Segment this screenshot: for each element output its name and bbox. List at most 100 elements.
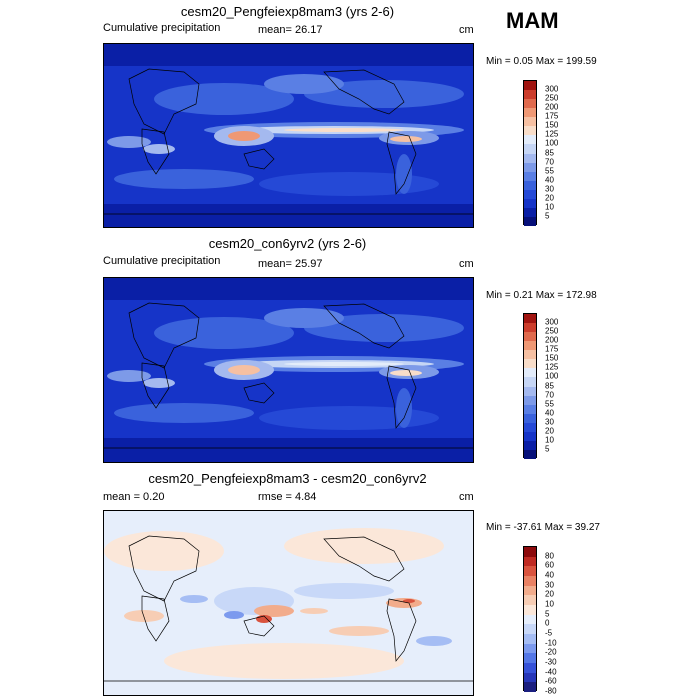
colorbar-tick-label: 10 — [545, 435, 554, 445]
panel1-title: cesm20_Pengfeiexp8mam3 (yrs 2-6) — [180, 4, 395, 19]
panel3-title: cesm20_Pengfeiexp8mam3 - cesm20_con6yrv2 — [148, 471, 427, 486]
colorbar-tick-label: 300 — [545, 317, 559, 327]
colorbar-swatch — [524, 547, 536, 557]
colorbar-tick-label: 40 — [545, 175, 554, 185]
colorbar-swatch — [524, 575, 536, 586]
colorbar-tick-label: 5 — [545, 211, 550, 221]
colorbar-swatch — [524, 81, 536, 91]
colorbar-swatch — [524, 341, 536, 351]
colorbar-tick-label: 300 — [545, 84, 559, 94]
colorbar-tick-label: 10 — [545, 599, 554, 609]
colorbar-swatch — [524, 377, 536, 387]
colorbar-swatch — [524, 332, 536, 342]
colorbar-tick-label: 250 — [545, 326, 559, 336]
colorbar-swatch — [524, 189, 536, 199]
colorbar-swatch — [524, 126, 536, 136]
colorbar-swatch — [524, 431, 536, 441]
colorbar-swatch — [524, 350, 536, 360]
colorbar-swatch — [524, 180, 536, 190]
colorbar-tick-label: 100 — [545, 138, 559, 148]
colorbar-tick-label: 30 — [545, 417, 554, 427]
panel3-rmse: rmse = 4.84 — [258, 491, 317, 503]
colorbar-swatch — [524, 99, 536, 109]
colorbar-swatch — [524, 614, 536, 625]
colorbar-swatch — [524, 643, 536, 654]
colorbar-tick-label: 30 — [545, 580, 554, 590]
panel2-map — [103, 277, 474, 463]
colorbar-swatch — [524, 108, 536, 118]
colorbar-tick-label: 20 — [545, 193, 554, 203]
colorbar-tick-label: 5 — [545, 609, 550, 619]
colorbar-swatch — [524, 653, 536, 663]
colorbar-swatch — [524, 135, 536, 145]
panel1-units: cm — [459, 24, 474, 36]
colorbar-tick-label: 100 — [545, 371, 559, 381]
panel2-title: cesm20_con6yrv2 (yrs 2-6) — [208, 236, 367, 251]
colorbar-tick-label: -10 — [545, 638, 557, 648]
panel1-mean: mean= 26.17 — [258, 24, 323, 36]
colorbar-tick-label: 80 — [545, 551, 554, 561]
colorbar-tick-label: 20 — [545, 426, 554, 436]
panel2-map-field — [104, 278, 473, 462]
colorbar-tick-label: 60 — [545, 560, 554, 570]
colorbar-swatch — [524, 198, 536, 208]
panel2-units: cm — [459, 258, 474, 270]
panel2-mean: mean= 25.97 — [258, 258, 323, 270]
colorbar-swatch — [524, 404, 536, 414]
colorbar-swatch — [524, 314, 536, 324]
colorbar-tick-label: -60 — [545, 676, 557, 686]
colorbar-tick-label: -5 — [545, 628, 553, 638]
colorbar-swatch — [524, 323, 536, 333]
colorbar-tick-label: 55 — [545, 399, 554, 409]
colorbar-tick-label: 200 — [545, 102, 559, 112]
colorbar-swatch — [524, 672, 536, 683]
panel3-units: cm — [459, 491, 474, 503]
colorbar-swatch — [524, 440, 536, 450]
colorbar-tick-label: 10 — [545, 202, 554, 212]
panel2-left-label: Cumulative precipitation — [103, 255, 221, 267]
colorbar-swatch — [524, 682, 536, 692]
colorbar-tick-label: 85 — [545, 148, 554, 157]
colorbar-tick-label: 30 — [545, 184, 554, 194]
colorbar-swatch — [524, 368, 536, 378]
panel3-map — [103, 510, 474, 696]
colorbar-tick-label: 200 — [545, 335, 559, 345]
colorbar-tick-label: 150 — [545, 120, 559, 130]
colorbar-swatch — [524, 162, 536, 172]
colorbar-swatch — [524, 359, 536, 369]
colorbar-tick-label: 175 — [545, 111, 559, 121]
colorbar-swatch — [524, 117, 536, 127]
panel3-mean: mean = 0.20 — [103, 491, 165, 503]
colorbar-tick-label: -40 — [545, 667, 557, 677]
colorbar-tick-label: 70 — [545, 390, 554, 400]
colorbar-tick-label: -20 — [545, 647, 557, 657]
panel3-colorbar — [523, 546, 537, 692]
colorbar-tick-label: 70 — [545, 157, 554, 167]
colorbar-swatch — [524, 216, 536, 226]
colorbar-tick-label: 175 — [545, 344, 559, 354]
colorbar-swatch — [524, 386, 536, 396]
panel3-map-field — [104, 511, 473, 695]
panel1-minmax: Min = 0.05 Max = 199.59 — [486, 56, 597, 67]
colorbar-swatch — [524, 207, 536, 217]
colorbar-swatch — [524, 90, 536, 100]
colorbar-swatch — [524, 144, 536, 154]
colorbar-tick-label: -80 — [545, 686, 557, 696]
panel1-map — [103, 43, 474, 228]
colorbar-swatch — [524, 449, 536, 459]
colorbar-tick-label: 55 — [545, 166, 554, 176]
panel1-map-field — [104, 44, 473, 227]
colorbar-swatch — [524, 595, 536, 605]
panel2-minmax: Min = 0.21 Max = 172.98 — [486, 290, 597, 301]
colorbar-swatch — [524, 171, 536, 181]
colorbar-tick-label: -30 — [545, 657, 557, 667]
colorbar-tick-label: 20 — [545, 589, 554, 599]
colorbar-tick-label: 85 — [545, 381, 554, 390]
colorbar-tick-label: 40 — [545, 570, 554, 580]
panel2-colorbar — [523, 313, 537, 459]
colorbar-tick-label: 125 — [545, 362, 559, 372]
season-label: MAM — [506, 8, 559, 33]
panel1-left-label: Cumulative precipitation — [103, 22, 221, 34]
colorbar-swatch — [524, 556, 536, 567]
colorbar-tick-label: 250 — [545, 93, 559, 103]
